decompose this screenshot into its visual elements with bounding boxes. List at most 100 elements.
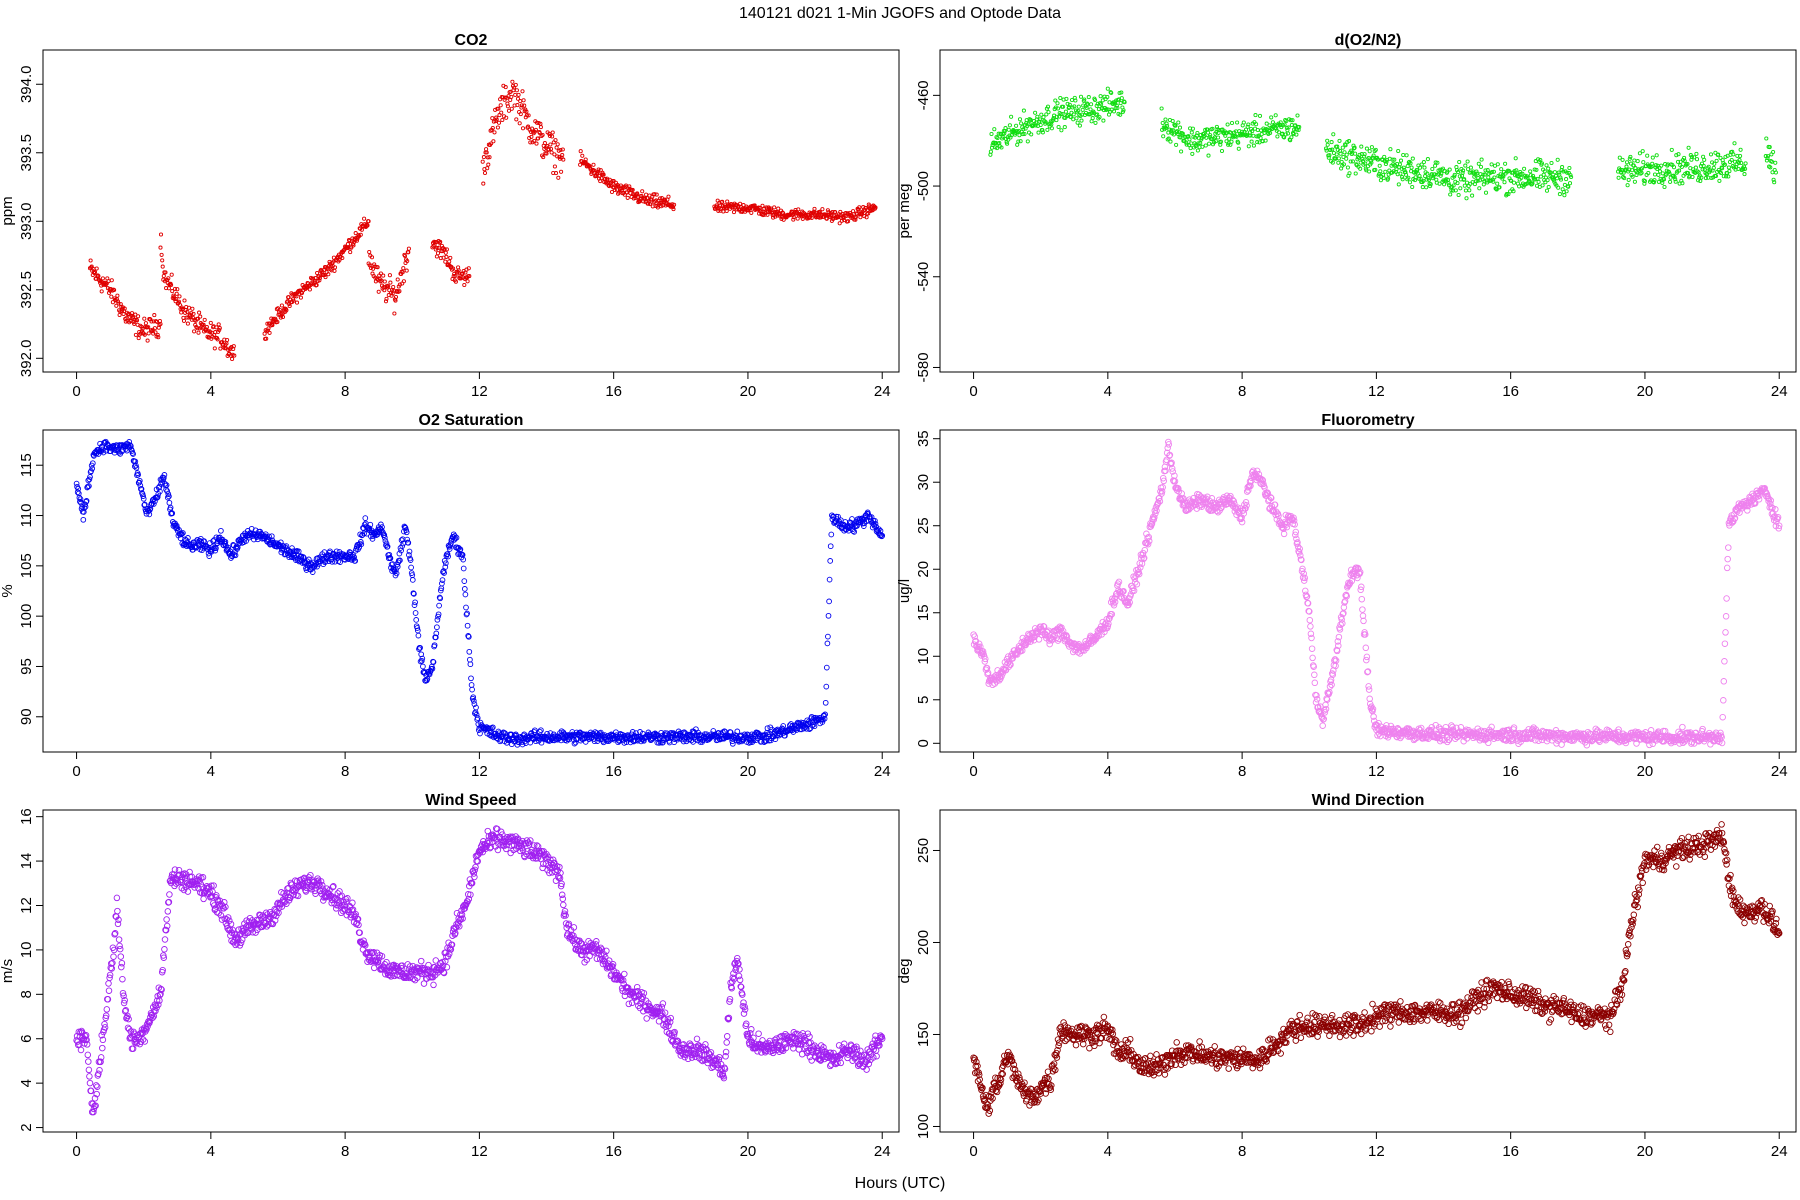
o2-saturation-data-point	[420, 663, 426, 670]
co2-data-point	[534, 141, 539, 146]
d-o2-n2-x-tick-label: 4	[1104, 383, 1112, 400]
co2-data-point	[160, 264, 165, 269]
d-o2-n2-data-point	[1206, 153, 1211, 158]
d-o2-n2-data-point	[1483, 190, 1489, 195]
d-o2-n2-data-point	[1025, 139, 1030, 144]
o2-saturation-data-point	[822, 699, 829, 706]
d-o2-n2-data-point	[1019, 121, 1024, 126]
d-o2-n2-data-point	[1336, 160, 1341, 165]
d-o2-n2-data-point	[1477, 186, 1482, 191]
o2-saturation-y-tick-label: 90	[18, 708, 35, 725]
co2-data-point	[554, 145, 559, 150]
d-o2-n2-data-point	[1738, 147, 1743, 152]
o2-saturation-data-point	[412, 599, 418, 606]
d-o2-n2-data-point	[1036, 130, 1041, 135]
co2-data-point	[186, 305, 192, 310]
d-o2-n2-data-point	[1079, 118, 1084, 123]
d-o2-n2-data-point	[1467, 188, 1472, 193]
d-o2-n2-data-point	[1562, 193, 1567, 198]
co2-data-point	[149, 319, 154, 324]
co2-data-point	[498, 103, 503, 108]
d-o2-n2-data-point	[1058, 95, 1063, 101]
d-o2-n2-x-tick-label: 24	[1771, 383, 1788, 400]
co2-data-point	[513, 92, 518, 97]
d-o2-n2-data-point	[1476, 161, 1481, 166]
fluorometry-y-tick-label: 20	[915, 561, 932, 578]
d-o2-n2-data-point	[1448, 192, 1453, 197]
o2-saturation-x-tick-label: 24	[874, 763, 891, 780]
d-o2-n2-x-tick-label: 20	[1637, 383, 1654, 400]
co2-x-tick-label: 20	[740, 383, 757, 400]
o2-saturation-data-point	[80, 516, 87, 523]
co2-data-point	[514, 88, 519, 93]
o2-saturation-data-point	[468, 675, 474, 682]
d-o2-n2-data-point	[1442, 182, 1447, 187]
d-o2-n2-data-point	[1331, 132, 1336, 137]
co2-data-point	[158, 245, 163, 250]
co2-data-point	[317, 278, 322, 283]
d-o2-n2-data-point	[1616, 175, 1621, 180]
d-o2-n2-data-point	[1771, 149, 1776, 155]
d-o2-n2-data-point	[1054, 118, 1059, 123]
co2-x-tick-label: 8	[341, 383, 349, 400]
co2-data-point	[142, 316, 147, 321]
o2-saturation-data-point	[462, 591, 469, 598]
co2-data-point	[353, 231, 358, 236]
co2-data-point	[212, 346, 217, 351]
co2-data-point	[163, 270, 168, 275]
co2-data-point	[132, 317, 137, 322]
co2-data-point	[518, 99, 523, 104]
d-o2-n2-data-point	[1640, 149, 1645, 154]
co2-data-point	[195, 316, 201, 321]
o2-saturation-data-point	[413, 617, 420, 623]
d-o2-n2-data-point	[1662, 184, 1667, 190]
d-o2-n2-data-point	[1251, 143, 1256, 148]
d-o2-n2-plot-frame	[939, 49, 1797, 373]
d-o2-n2-data-point	[1063, 109, 1068, 114]
co2-data-point	[109, 278, 114, 283]
co2-data-point	[294, 300, 300, 305]
co2-data-point	[486, 162, 491, 167]
d-o2-n2-data-point	[1227, 136, 1232, 141]
co2-data-point	[484, 147, 489, 152]
co2-data-point	[174, 296, 179, 302]
d-o2-n2-data-point	[1463, 163, 1468, 168]
co2-data-point	[521, 98, 526, 103]
co2-x-tick-label: 0	[72, 383, 80, 400]
fluorometry-x-tick-label: 8	[1238, 763, 1246, 780]
d-o2-n2-data-point	[1046, 110, 1051, 115]
fluorometry-x-tick-label: 12	[1368, 763, 1385, 780]
o2-saturation-data-point	[166, 499, 173, 506]
o2-saturation-data-point	[466, 648, 473, 655]
o2-saturation-y-tick-label: 95	[18, 658, 35, 675]
d-o2-n2-data-point	[1334, 152, 1339, 157]
co2-data-point	[133, 312, 138, 317]
co2-data-point	[559, 169, 564, 174]
d-o2-n2-data-point	[1009, 114, 1014, 119]
co2-data-point	[184, 315, 189, 320]
o2-saturation-y-tick-label: 105	[18, 553, 35, 578]
d-o2-n2-data-point	[1468, 165, 1473, 170]
d-o2-n2-data-point	[1549, 160, 1554, 166]
co2-data-point	[323, 275, 328, 280]
co2-data-point	[153, 330, 158, 335]
co2-data-point	[404, 268, 409, 273]
co2-y-tick-label: 393.0	[18, 203, 35, 241]
x-axis-label: Hours (UTC)	[855, 1175, 946, 1192]
d-o2-n2-data-point	[1235, 120, 1240, 125]
co2-data-point	[189, 311, 194, 316]
d-o2-n2-data-point	[1503, 161, 1508, 166]
d-o2-n2-data-point	[1635, 159, 1640, 164]
co2-data-point	[116, 301, 121, 306]
d-o2-n2-data-point	[1546, 166, 1551, 171]
co2-data-point	[169, 272, 174, 277]
d-o2-n2-data-point	[1528, 169, 1533, 174]
co2-data-point	[159, 252, 164, 257]
d-o2-n2-data-point	[1159, 106, 1164, 111]
o2-saturation-data-point	[412, 610, 419, 616]
co2-x-tick-label: 12	[471, 383, 488, 400]
o2-saturation-data-point	[464, 622, 471, 629]
co2-data-point	[262, 331, 267, 336]
co2-data-point	[516, 92, 521, 97]
d-o2-n2-x-tick-label: 8	[1238, 383, 1246, 400]
